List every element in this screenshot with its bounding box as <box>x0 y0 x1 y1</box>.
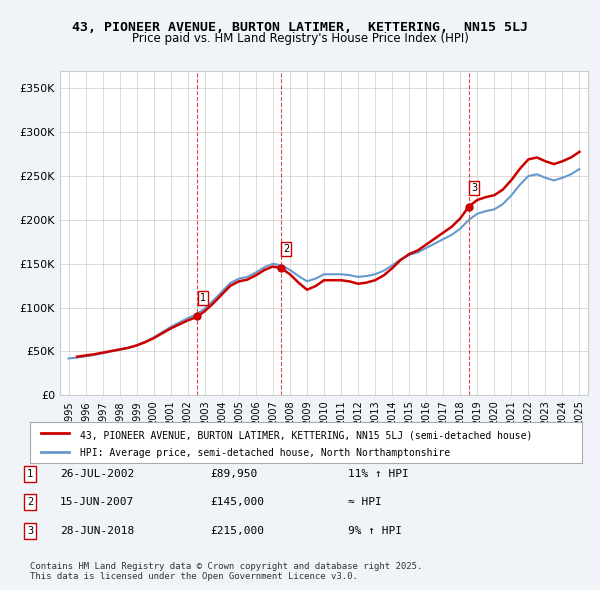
Text: 3: 3 <box>27 526 33 536</box>
Text: £145,000: £145,000 <box>210 497 264 507</box>
Text: 28-JUN-2018: 28-JUN-2018 <box>60 526 134 536</box>
Text: £89,950: £89,950 <box>210 469 257 479</box>
Text: HPI: Average price, semi-detached house, North Northamptonshire: HPI: Average price, semi-detached house,… <box>80 448 450 458</box>
Text: 2: 2 <box>283 244 290 254</box>
Text: Price paid vs. HM Land Registry's House Price Index (HPI): Price paid vs. HM Land Registry's House … <box>131 32 469 45</box>
Text: 43, PIONEER AVENUE, BURTON LATIMER,  KETTERING,  NN15 5LJ: 43, PIONEER AVENUE, BURTON LATIMER, KETT… <box>72 21 528 34</box>
Text: £215,000: £215,000 <box>210 526 264 536</box>
Text: Contains HM Land Registry data © Crown copyright and database right 2025.
This d: Contains HM Land Registry data © Crown c… <box>30 562 422 581</box>
Text: 43, PIONEER AVENUE, BURTON LATIMER, KETTERING, NN15 5LJ (semi-detached house): 43, PIONEER AVENUE, BURTON LATIMER, KETT… <box>80 430 532 440</box>
Text: 3: 3 <box>471 183 477 193</box>
Text: ≈ HPI: ≈ HPI <box>348 497 382 507</box>
Text: 11% ↑ HPI: 11% ↑ HPI <box>348 469 409 479</box>
Text: 26-JUL-2002: 26-JUL-2002 <box>60 469 134 479</box>
Text: 9% ↑ HPI: 9% ↑ HPI <box>348 526 402 536</box>
Text: 15-JUN-2007: 15-JUN-2007 <box>60 497 134 507</box>
Text: 1: 1 <box>27 469 33 479</box>
Text: 1: 1 <box>200 293 206 303</box>
Text: 2: 2 <box>27 497 33 507</box>
